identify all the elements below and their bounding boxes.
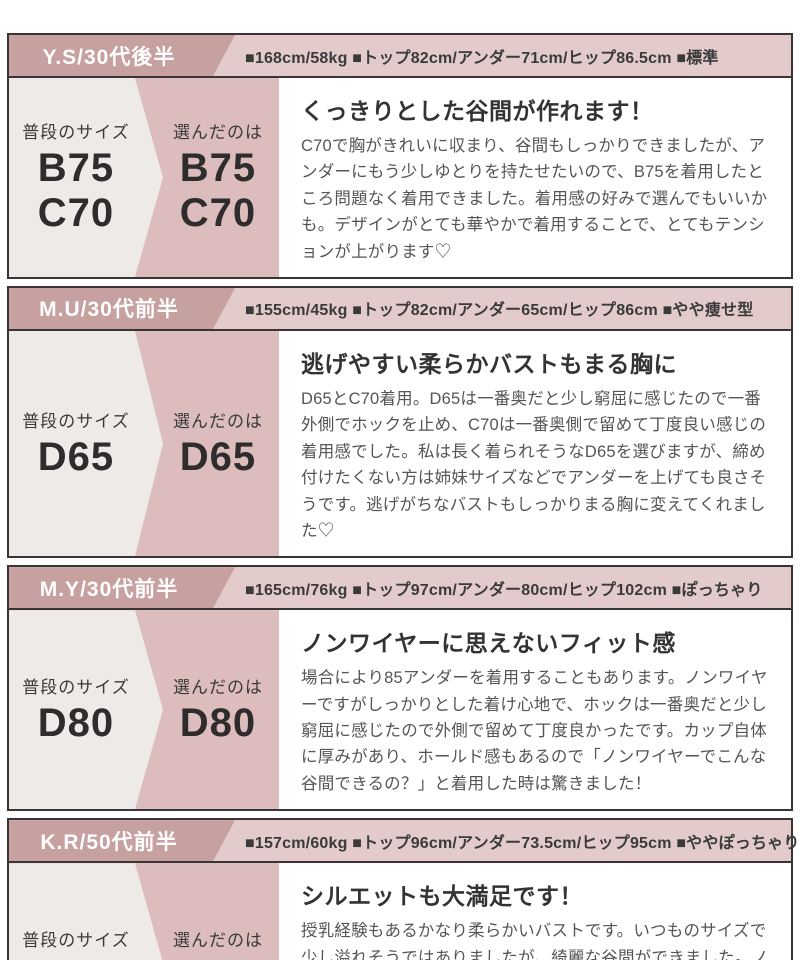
usual-size-label: 普段のサイズ: [22, 677, 130, 697]
chosen-size-label: 選んだのは: [173, 411, 263, 431]
chosen-size-value: D65: [179, 434, 257, 479]
reviewer-header: K.R/50代前半 ■157cm/60kg ■トップ96cm/アンダー73.5c…: [9, 820, 799, 864]
review-text: 場合により85アンダーを着用することもあります。ノンワイヤーですがしっかりとした…: [301, 669, 768, 793]
review-section: M.U/30代前半 ■155cm/45kg ■トップ82cm/アンダー65cm/…: [7, 285, 793, 559]
review-title: くっきりとした谷間が作れます！: [301, 98, 654, 124]
review-body-row: 普段のサイズ B75 C70 選んだのは B75 C70 くっきりとした谷間が作…: [9, 78, 791, 277]
reviewer-name-wedge: M.Y/30代前半: [9, 567, 235, 608]
reviewer-header: M.Y/30代前半 ■165cm/76kg ■トップ97cm/アンダー80cm/…: [9, 567, 791, 611]
review-section: M.Y/30代前半 ■165cm/76kg ■トップ97cm/アンダー80cm/…: [7, 565, 793, 812]
reviewer-name: M.U/30代前半: [39, 298, 179, 322]
review-text: C70で胸がきれいに収まり、谷間もしっかりできましたが、アンダーにもう少しゆとり…: [301, 137, 768, 261]
usual-size-value: D65: [37, 434, 115, 479]
reviewer-name-wedge: M.U/30代前半: [9, 288, 235, 329]
chevron-right-shape: [9, 78, 163, 277]
chosen-size-value: B75 C70: [179, 145, 257, 236]
chevron-right-shape: [9, 863, 163, 960]
chosen-size-label: 選んだのは: [173, 677, 263, 697]
reviewer-stats: ■155cm/45kg ■トップ82cm/アンダー65cm/ヒップ86cm ■や…: [245, 302, 754, 320]
reviewer-stats: ■168cm/58kg ■トップ82cm/アンダー71cm/ヒップ86.5cm …: [245, 49, 719, 67]
review-text: 授乳経験もあるかなり柔らかいバストです。いつものサイズで少し溢れそうではありまし…: [301, 922, 769, 960]
size-panel: 普段のサイズ B75 C70 選んだのは B75 C70: [9, 78, 279, 277]
size-columns: 普段のサイズ F75 選んだのは F75: [9, 863, 279, 960]
chosen-size-column: 選んだのは F75: [143, 863, 279, 960]
chosen-size-value: F75: [182, 954, 254, 960]
reviewer-name: Y.S/30代後半: [42, 45, 176, 69]
size-columns: 普段のサイズ B75 C70 選んだのは B75 C70: [9, 78, 279, 277]
review-body-row: 普段のサイズ D65 選んだのは D65 逃げやすい柔らかバストもまる胸に D6…: [9, 330, 791, 557]
review-body-row: 普段のサイズ D80 選んだのは D80 ノンワイヤーに思えないフィット感 場合…: [9, 610, 791, 810]
reviewer-name: M.Y/30代前半: [39, 577, 179, 601]
review-title: ノンワイヤーに思えないフィット感: [301, 630, 676, 657]
reviewer-stats: ■157cm/60kg ■トップ96cm/アンダー73.5cm/ヒップ95cm …: [245, 834, 800, 852]
usual-size-column: 普段のサイズ D65: [9, 331, 143, 556]
review-body-row: 普段のサイズ F75 選んだのは F75 シルエットも大満足です！ 授乳経験もあ…: [9, 863, 791, 960]
chosen-size-value: D80: [179, 700, 257, 745]
review-title: シルエットも大満足です！: [301, 883, 583, 910]
review-content: くっきりとした谷間が作れます！ C70で胸がきれいに収まり、谷間もしっかりできま…: [279, 78, 791, 277]
size-columns: 普段のサイズ D80 選んだのは D80: [9, 610, 279, 809]
chevron-right-shape: [9, 330, 163, 557]
review-content: 逃げやすい柔らかバストもまる胸に D65とC70着用。D65は一番奥だと少し窮屈…: [279, 331, 791, 556]
usual-size-column: 普段のサイズ F75: [9, 863, 143, 960]
usual-size-label: 普段のサイズ: [22, 930, 130, 950]
review-section: K.R/50代前半 ■157cm/60kg ■トップ96cm/アンダー73.5c…: [7, 818, 799, 960]
reviewer-name-wedge: K.R/50代前半: [9, 820, 235, 861]
usual-size-column: 普段のサイズ B75 C70: [9, 78, 143, 277]
reviewer-name-wedge: Y.S/30代後半: [9, 35, 235, 76]
review-text: D65とC70着用。D65は一番奥だと少し窮屈に感じたので一番外側でホックを止め…: [301, 389, 767, 540]
chosen-size-column: 選んだのは B75 C70: [143, 78, 279, 277]
reviewer-header: M.U/30代前半 ■155cm/45kg ■トップ82cm/アンダー65cm/…: [9, 287, 791, 331]
usual-size-value: D80: [37, 700, 115, 745]
reviewer-stats: ■165cm/76kg ■トップ97cm/アンダー80cm/ヒップ102cm ■…: [245, 581, 763, 599]
chosen-size-column: 選んだのは D65: [143, 331, 279, 556]
review-section: Y.S/30代後半 ■168cm/58kg ■トップ82cm/アンダー71cm/…: [7, 33, 793, 279]
usual-size-label: 普段のサイズ: [22, 122, 130, 142]
usual-size-label: 普段のサイズ: [22, 411, 130, 431]
reviewer-header: Y.S/30代後半 ■168cm/58kg ■トップ82cm/アンダー71cm/…: [9, 35, 791, 78]
size-columns: 普段のサイズ D65 選んだのは D65: [9, 331, 279, 556]
chosen-size-column: 選んだのは D80: [143, 610, 279, 809]
usual-size-value: F75: [40, 954, 112, 960]
review-content: ノンワイヤーに思えないフィット感 場合により85アンダーを着用することもあります…: [279, 610, 791, 809]
review-content: シルエットも大満足です！ 授乳経験もあるかなり柔らかいバストです。いつものサイズ…: [279, 863, 791, 960]
reviewer-name: K.R/50代前半: [40, 830, 178, 854]
size-panel: 普段のサイズ D80 選んだのは D80: [9, 610, 279, 810]
chosen-size-label: 選んだのは: [173, 122, 263, 142]
review-title: 逃げやすい柔らかバストもまる胸に: [301, 350, 677, 377]
usual-size-column: 普段のサイズ D80: [9, 610, 143, 809]
size-panel: 普段のサイズ F75 選んだのは F75: [9, 863, 279, 960]
usual-size-value: B75 C70: [37, 145, 115, 236]
chevron-right-shape: [9, 610, 163, 810]
size-panel: 普段のサイズ D65 選んだのは D65: [9, 330, 279, 557]
chosen-size-label: 選んだのは: [173, 930, 263, 950]
